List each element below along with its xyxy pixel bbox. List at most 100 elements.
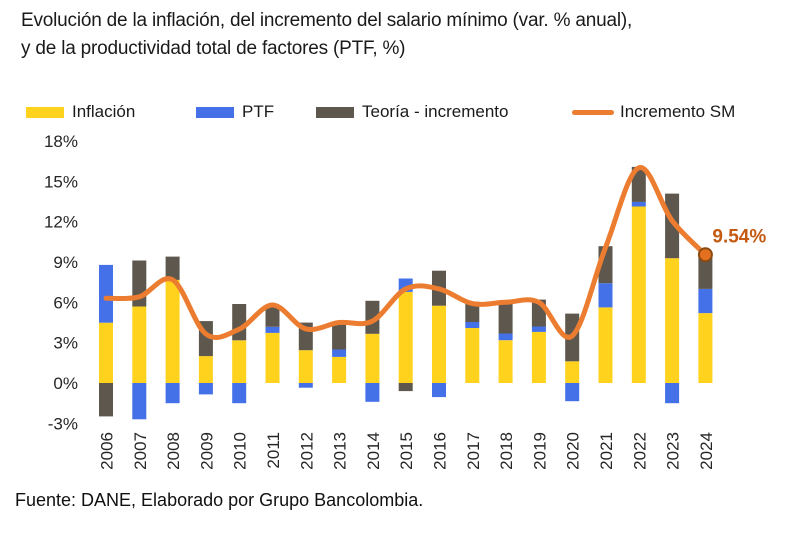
- bar-ptf-2009: [198, 383, 213, 395]
- source-note: Fuente: DANE, Elaborado por Grupo Bancol…: [15, 490, 424, 510]
- legend-label-teoria: Teoría - incremento: [362, 102, 509, 121]
- bar-inflacion-2010: [232, 340, 247, 383]
- bar-ptf-2017: [465, 321, 480, 328]
- x-axis-year-label-group: 2016: [431, 432, 450, 470]
- bar-inflacion-2024: [698, 313, 713, 383]
- legend-swatch-inflacion: [26, 106, 64, 118]
- bar-ptf-2006: [99, 264, 113, 323]
- bar-teoria-2023: [665, 193, 680, 259]
- legend-label-ptf: PTF: [242, 102, 275, 121]
- legend-label-incremento_sm: Incremento SM: [620, 102, 736, 121]
- bar-inflacion-2006: [99, 322, 113, 383]
- bar-inflacion-2023: [665, 258, 680, 383]
- x-axis-year-label: 2020: [564, 432, 583, 470]
- x-axis-year-label-group: 2006: [98, 432, 117, 470]
- bar-ptf-2007: [132, 383, 147, 420]
- x-axis-year-label-group: 2020: [564, 432, 583, 470]
- bar-inflacion-2019: [531, 331, 546, 383]
- bar-teoria-2018: [498, 302, 513, 334]
- bar-ptf-2011: [265, 326, 280, 333]
- x-axis-year-label: 2021: [597, 432, 616, 470]
- legend-item-inflacion: Inflación: [26, 101, 135, 123]
- bar-ptf-2019: [531, 326, 546, 332]
- bar-inflacion-2020: [565, 361, 580, 383]
- bar-inflacion-2007: [132, 306, 147, 383]
- bar-inflacion-2015: [398, 291, 413, 383]
- bar-inflacion-2017: [465, 328, 480, 383]
- bar-teoria-2013: [332, 323, 347, 350]
- chart-title-line2: y de la productividad total de factores …: [21, 38, 406, 59]
- bar-inflacion-2018: [498, 340, 513, 383]
- chart-title-line1: Evolución de la inflación, del increment…: [21, 10, 633, 31]
- x-axis-year-label: 2024: [697, 432, 716, 470]
- bar-inflacion-2011: [265, 332, 280, 383]
- x-axis-year-label-group: 2023: [664, 432, 683, 470]
- y-axis-tick-label: 6%: [53, 293, 78, 312]
- bar-teoria-2024: [698, 254, 713, 289]
- bar-ptf-2024: [698, 288, 713, 314]
- x-axis-year-label: 2006: [98, 432, 117, 470]
- x-axis-year-label: 2009: [197, 432, 216, 470]
- bar-ptf-2020: [565, 383, 580, 402]
- x-axis-year-label-group: 2009: [197, 432, 216, 470]
- x-axis-year-label-group: 2022: [630, 432, 649, 470]
- legend-item-teoria: Teoría - incremento: [316, 101, 508, 123]
- line-end-value-label: 9.54%: [712, 227, 766, 248]
- bar-inflacion-2008: [165, 279, 180, 383]
- bar-ptf-2021: [598, 283, 613, 308]
- bar-inflacion-2009: [198, 356, 213, 383]
- x-axis-year-label-group: 2012: [297, 432, 316, 470]
- bar-inflacion-2014: [365, 333, 380, 383]
- bar-inflacion-2016: [432, 305, 446, 383]
- bar-inflacion-2012: [298, 350, 313, 383]
- x-axis-year-label: 2015: [397, 432, 416, 470]
- bar-inflacion-2022: [631, 206, 646, 383]
- x-axis-year-label: 2018: [497, 432, 516, 470]
- bar-teoria-2014: [365, 300, 380, 334]
- x-axis-year-label-group: 2024: [697, 432, 716, 470]
- y-axis-tick-label: -3%: [48, 414, 78, 433]
- legend-item-ptf: PTF: [196, 101, 274, 123]
- bar-teoria-2022: [631, 166, 646, 202]
- line-end-marker: [697, 247, 713, 263]
- x-axis-year-label-group: 2021: [597, 432, 616, 470]
- x-axis-year-label-group: 2017: [464, 432, 483, 470]
- x-axis-year-label: 2007: [131, 432, 150, 470]
- bar-ptf-2014: [365, 383, 380, 402]
- x-axis-year-label-group: 2013: [331, 432, 350, 470]
- bar-ptf-2018: [498, 333, 513, 341]
- bar-teoria-2017: [465, 301, 480, 322]
- x-axis-year-label: 2011: [264, 432, 283, 469]
- chart-legend: Inflación PTF Teoría - incremento Increment…: [0, 101, 800, 123]
- y-axis-tick-label: 9%: [53, 253, 78, 272]
- x-axis-year-label: 2013: [331, 432, 350, 470]
- x-axis-year-label-group: 2007: [131, 432, 150, 470]
- bar-inflacion-2013: [332, 356, 347, 383]
- legend-swatch-ptf: [196, 106, 234, 118]
- bar-teoria-2010: [232, 304, 247, 341]
- legend-swatch-teoria: [316, 106, 354, 118]
- legend-swatch-incremento_sm: [572, 109, 614, 115]
- x-axis-year-label: 2012: [297, 432, 316, 470]
- x-axis-year-label-group: 2008: [164, 432, 183, 470]
- legend-item-incremento_sm: Incremento SM: [572, 101, 735, 123]
- x-axis-year-label: 2016: [431, 432, 450, 470]
- x-axis-year-label-group: 2010: [231, 432, 250, 470]
- bar-ptf-2010: [232, 383, 247, 404]
- bar-teoria-2006: [99, 383, 113, 417]
- bar-ptf-2008: [165, 383, 180, 404]
- bar-inflacion-2021: [598, 307, 613, 383]
- x-axis-year-label-group: 2011: [264, 432, 283, 469]
- bar-ptf-2013: [332, 349, 347, 357]
- x-axis-year-label-group: 2014: [364, 432, 383, 470]
- x-axis-year-label: 2008: [164, 432, 183, 470]
- x-axis-year-label: 2010: [231, 432, 250, 470]
- x-axis-year-label-group: 2018: [497, 432, 516, 470]
- y-axis-tick-label: 0%: [53, 374, 78, 393]
- x-axis-year-label: 2022: [630, 432, 649, 470]
- x-axis-year-label: 2019: [530, 432, 549, 470]
- incremento-sm-line: [103, 165, 708, 340]
- x-axis-year-label: 2014: [364, 432, 383, 470]
